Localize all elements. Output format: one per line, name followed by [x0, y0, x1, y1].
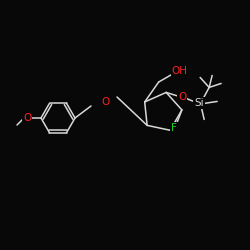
Text: O: O: [178, 92, 186, 102]
Text: O: O: [101, 97, 109, 107]
Text: O: O: [23, 113, 31, 123]
Text: F: F: [171, 123, 177, 133]
Text: OH: OH: [172, 66, 188, 76]
Text: Si: Si: [194, 98, 204, 108]
